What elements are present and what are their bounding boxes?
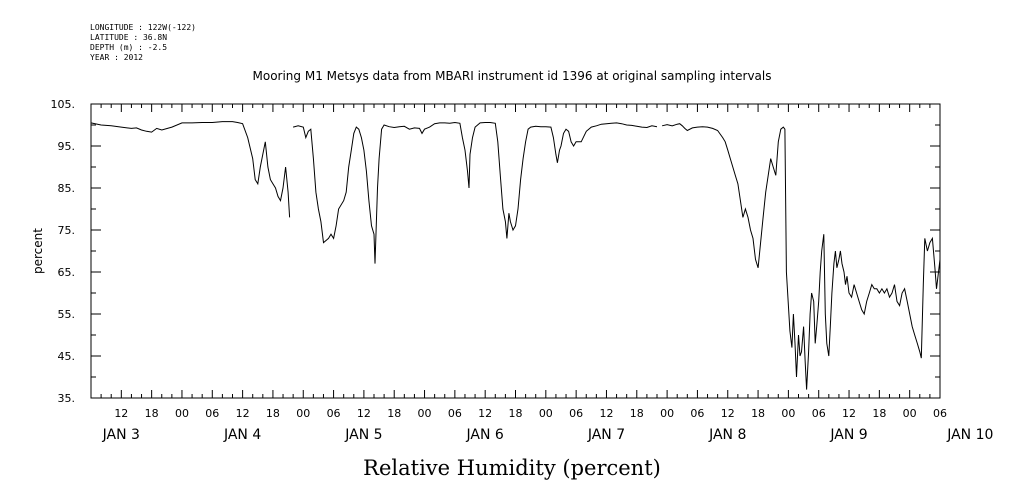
x-hour-tick-label: 18 <box>387 407 401 420</box>
series-line <box>292 121 658 264</box>
y-tick-label: 55. <box>58 308 76 321</box>
x-hour-tick-label: 06 <box>690 407 704 420</box>
x-hour-tick-label: 12 <box>478 407 492 420</box>
x-hour-tick-label: 18 <box>751 407 765 420</box>
x-day-label: JAN 7 <box>587 427 625 443</box>
x-hour-tick-label: 12 <box>114 407 128 420</box>
y-tick-label: 65. <box>58 266 76 279</box>
x-hour-tick-label: 06 <box>448 407 462 420</box>
x-hour-tick-label: 18 <box>630 407 644 420</box>
y-tick-label: 45. <box>58 350 76 363</box>
x-hour-tick-label: 06 <box>205 407 219 420</box>
x-day-label: JAN 8 <box>708 427 746 443</box>
y-tick-label: 75. <box>58 224 76 237</box>
y-tick-label: 95. <box>58 140 76 153</box>
x-hour-tick-label: 00 <box>418 407 432 420</box>
series-line <box>90 121 291 218</box>
x-day-label: JAN 3 <box>102 427 140 443</box>
y-axis: 35. 45. 55. 65. 75. 85. 95. 105. <box>51 98 940 405</box>
x-hour-tick-label: 00 <box>539 407 553 420</box>
chart-title: Mooring M1 Metsys data from MBARI instru… <box>253 69 772 83</box>
series-line-group <box>90 121 941 390</box>
x-hour-tick-label: 00 <box>660 407 674 420</box>
x-hour-tick-label: 06 <box>569 407 583 420</box>
x-hour-tick-label: 00 <box>781 407 795 420</box>
x-day-label: JAN 9 <box>829 427 867 443</box>
x-hour-tick-label: 18 <box>145 407 159 420</box>
y-axis-label: percent <box>31 228 45 274</box>
x-day-label: JAN 10 <box>946 427 993 443</box>
year-label: YEAR : 2012 <box>90 53 143 62</box>
x-day-label: JAN 4 <box>223 427 261 443</box>
x-hour-tick-label: 00 <box>903 407 917 420</box>
x-hour-tick-label: 12 <box>357 407 371 420</box>
longitude-label: LONGITUDE : 122W(-122) <box>90 23 196 32</box>
x-hour-tick-label: 18 <box>509 407 523 420</box>
x-hour-tick-label: 06 <box>327 407 341 420</box>
x-hour-tick-label: 12 <box>236 407 250 420</box>
x-hour-tick-label: 06 <box>933 407 947 420</box>
x-hour-tick-label: 12 <box>599 407 613 420</box>
x-hour-tick-label: 12 <box>842 407 856 420</box>
x-hour-tick-label: 00 <box>296 407 310 420</box>
x-day-label: JAN 6 <box>466 427 504 443</box>
x-hour-tick-label: 18 <box>872 407 886 420</box>
x-hour-tick-label: 12 <box>721 407 735 420</box>
latitude-label: LATITUDE : 36.8N <box>90 33 167 42</box>
x-hour-tick-label: 18 <box>266 407 280 420</box>
y-tick-label: 105. <box>51 98 76 111</box>
x-hour-tick-label: 06 <box>812 407 826 420</box>
x-day-label: JAN 5 <box>344 427 382 443</box>
x-hour-tick-label: 00 <box>175 407 189 420</box>
series-line <box>661 123 941 390</box>
y-tick-label: 35. <box>58 392 76 405</box>
plot-frame <box>90 103 941 399</box>
depth-label: DEPTH (m) : -2.5 <box>90 43 167 52</box>
x-axis-label: Relative Humidity (percent) <box>363 456 661 480</box>
y-tick-label: 85. <box>58 182 76 195</box>
x-axis: 12 18 00 06 12 18 00 06 12 18 00 06 12 18 00 06 12 18 00 06… <box>90 104 993 443</box>
